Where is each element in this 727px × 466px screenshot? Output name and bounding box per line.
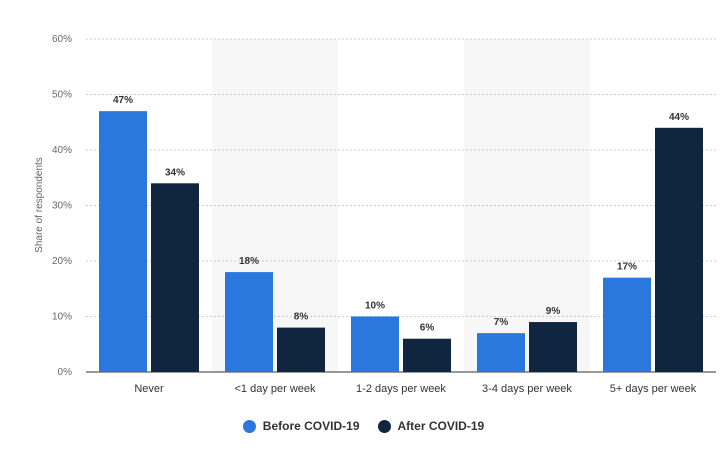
- bar-after-3[interactable]: [529, 322, 577, 372]
- y-axis-title: Share of respondents: [34, 157, 45, 253]
- bar-after-0[interactable]: [151, 183, 199, 372]
- x-axis-labels: Never <1 day per week 1-2 days per week 3-4…: [134, 383, 696, 395]
- legend-item-after[interactable]: After COVID-19: [377, 419, 485, 433]
- bar-before-1[interactable]: [225, 272, 273, 372]
- y-tick-label: 10%: [52, 312, 72, 323]
- data-label: 18%: [239, 256, 259, 267]
- y-tick-label: 60%: [52, 34, 72, 45]
- y-tick-label: 0%: [58, 367, 73, 378]
- bar-before-0[interactable]: [99, 111, 147, 373]
- data-labels: 47% 34% 18% 8% 10% 6% 7% 9% 17% 44%: [113, 95, 689, 334]
- x-tick-label: <1 day per week: [234, 383, 316, 395]
- x-tick-label: 1-2 days per week: [356, 383, 446, 395]
- bar-after-1[interactable]: [277, 327, 325, 372]
- bar-after-2[interactable]: [403, 338, 451, 372]
- bar-before-4[interactable]: [603, 277, 651, 372]
- data-label: 8%: [294, 312, 309, 323]
- legend-dot-before: [242, 419, 256, 433]
- data-label: 47%: [113, 95, 133, 106]
- y-tick-label: 30%: [52, 201, 72, 212]
- bar-before-3[interactable]: [477, 333, 525, 372]
- x-tick-label: 3-4 days per week: [482, 383, 572, 395]
- x-tick-label: Never: [134, 383, 164, 395]
- data-label: 17%: [617, 262, 637, 273]
- data-label: 44%: [669, 112, 689, 123]
- x-tick-label: 5+ days per week: [610, 383, 697, 395]
- bar-before-2[interactable]: [351, 316, 399, 373]
- legend-item-before[interactable]: Before COVID-19: [242, 419, 360, 433]
- bar-after-4[interactable]: [655, 127, 703, 372]
- y-axis-ticks: 0% 10% 20% 30% 40% 50% 60%: [52, 34, 72, 378]
- legend-label-before: Before COVID-19: [262, 419, 360, 433]
- y-tick-label: 40%: [52, 145, 72, 156]
- data-label: 9%: [546, 306, 561, 317]
- y-tick-label: 50%: [52, 90, 72, 101]
- legend-dot-after: [377, 419, 391, 433]
- bar-chart: 0% 10% 20% 30% 40% 50% 60% Share of respondent…: [34, 34, 716, 395]
- data-label: 10%: [365, 301, 385, 312]
- y-tick-label: 20%: [52, 256, 72, 267]
- data-label: 6%: [420, 323, 435, 334]
- data-label: 7%: [494, 317, 509, 328]
- legend: Before COVID-19 After COVID-19: [0, 419, 727, 433]
- data-label: 34%: [165, 167, 185, 178]
- legend-label-after: After COVID-19: [397, 419, 485, 433]
- bars: [99, 111, 703, 373]
